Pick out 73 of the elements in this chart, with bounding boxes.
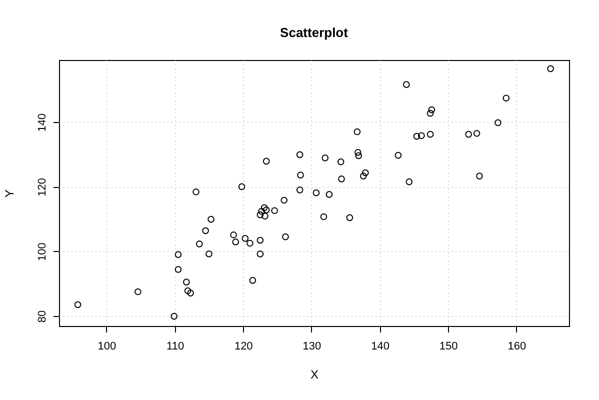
point xyxy=(242,235,249,242)
point xyxy=(184,287,192,294)
point xyxy=(256,236,264,244)
x-tick-label: 120 xyxy=(234,340,253,352)
y-tick-label: 80 xyxy=(36,310,48,323)
point xyxy=(360,172,367,180)
point xyxy=(406,178,413,186)
y-tick-label: 140 xyxy=(36,113,48,132)
x-tick-label: 160 xyxy=(508,340,526,352)
point xyxy=(280,196,288,204)
point xyxy=(355,152,362,160)
point xyxy=(196,240,203,248)
point xyxy=(547,65,554,72)
point xyxy=(297,172,304,178)
point xyxy=(192,188,200,196)
point xyxy=(337,158,344,166)
point xyxy=(476,172,483,180)
point xyxy=(296,186,304,194)
point xyxy=(260,204,268,212)
point xyxy=(282,233,289,240)
point xyxy=(256,211,264,218)
x-tick-label: 130 xyxy=(302,340,322,352)
point xyxy=(256,250,264,258)
point xyxy=(246,240,254,247)
point xyxy=(174,266,182,273)
point xyxy=(494,119,502,126)
point xyxy=(326,191,333,198)
x-axis-title: X xyxy=(310,368,319,382)
point xyxy=(402,81,410,88)
point xyxy=(322,154,329,162)
point xyxy=(258,208,265,215)
point xyxy=(465,130,472,138)
point xyxy=(232,238,240,246)
point xyxy=(134,288,142,296)
point xyxy=(426,130,434,138)
y-axis-title: Y xyxy=(2,189,16,198)
point xyxy=(174,251,182,258)
point xyxy=(320,213,328,220)
point xyxy=(354,149,362,156)
point xyxy=(74,301,82,308)
point xyxy=(354,128,361,136)
point xyxy=(170,312,178,320)
point xyxy=(238,183,246,190)
x-tick-label: 110 xyxy=(166,340,184,352)
y-tick-label: 100 xyxy=(36,242,48,262)
point xyxy=(202,227,209,234)
point xyxy=(362,169,369,176)
point xyxy=(413,132,420,140)
point xyxy=(206,250,212,258)
point xyxy=(473,130,480,137)
point xyxy=(394,152,402,159)
point xyxy=(187,290,194,296)
point xyxy=(262,206,270,214)
point xyxy=(208,216,214,223)
point xyxy=(426,110,434,117)
chart-title: Scatterplot xyxy=(280,25,349,40)
point xyxy=(230,231,237,238)
point xyxy=(249,277,256,284)
point xyxy=(338,176,345,182)
point xyxy=(428,106,436,114)
point xyxy=(502,94,510,102)
point xyxy=(183,278,190,286)
point xyxy=(346,214,354,222)
y-tick-label: 120 xyxy=(36,178,48,196)
point xyxy=(262,158,270,165)
point xyxy=(271,207,278,214)
x-tick-label: 140 xyxy=(371,340,390,352)
point xyxy=(262,212,268,220)
x-tick-label: 150 xyxy=(439,340,458,352)
x-tick-label: 100 xyxy=(98,340,116,352)
point xyxy=(296,151,304,158)
point xyxy=(312,189,320,196)
point xyxy=(418,132,425,140)
